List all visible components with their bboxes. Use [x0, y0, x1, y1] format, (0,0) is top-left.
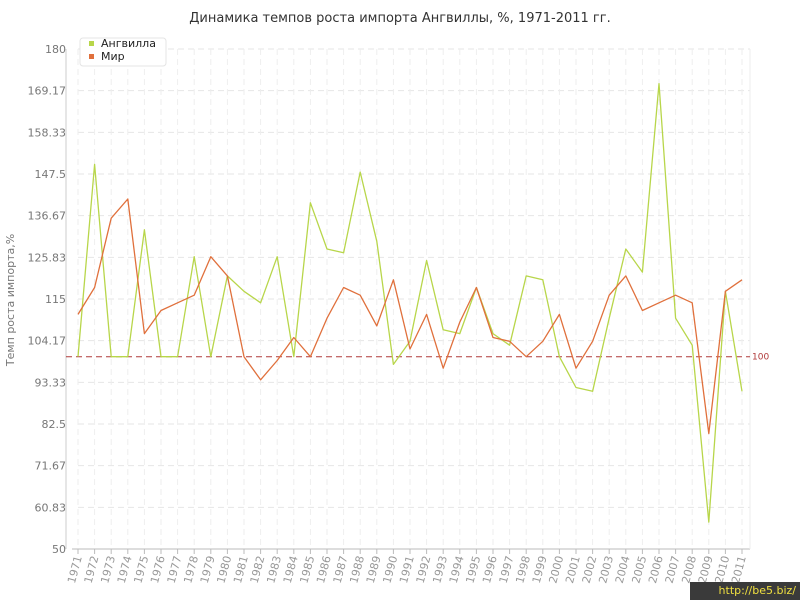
chart-title: Динамика темпов роста импорта Ангвиллы, …: [189, 11, 610, 26]
legend-swatch-0: [89, 41, 94, 46]
y-tick-label: 82.5: [42, 418, 67, 431]
y-tick-label: 125.83: [28, 251, 67, 264]
series-lines: [77, 82, 743, 523]
series-line-1: [77, 198, 743, 435]
y-tick-label: 50: [52, 543, 66, 556]
y-tick-label: 104.17: [28, 335, 67, 348]
y-tick-label: 60.83: [35, 501, 67, 514]
y-tick-label: 169.17: [28, 85, 67, 98]
y-tick-label: 115: [45, 293, 66, 306]
legend-label-0: Ангвилла: [101, 37, 156, 50]
axes: [65, 49, 751, 554]
y-tick-label: 93.33: [35, 376, 67, 389]
y-axis-label: Темп роста импорта,%: [4, 234, 17, 367]
watermark[interactable]: http://be5.biz/: [690, 582, 800, 600]
y-tick-label: 180: [45, 43, 66, 56]
series-line-0: [77, 82, 743, 523]
y-tick-label: 158.33: [28, 126, 67, 139]
y-tick-label: 147.5: [35, 168, 67, 181]
legend-label-1: Мир: [101, 50, 125, 63]
reference-line-label: 100: [752, 353, 769, 363]
reference-line: 100: [66, 353, 769, 363]
legend-box: [79, 37, 167, 67]
y-tick-label: 71.67: [35, 460, 67, 473]
y-tick-label: 136.67: [28, 210, 67, 223]
x-tick-labels: 1971197219731974197519761977197819791980…: [65, 554, 749, 584]
legend-swatch-1: [89, 54, 94, 59]
x-tick-label: 2011: [729, 554, 749, 584]
grid: [77, 48, 750, 549]
y-tick-labels: 50 60.83 71.67 82.5 93.33 104.17 115 125.83 136.…: [28, 43, 67, 556]
